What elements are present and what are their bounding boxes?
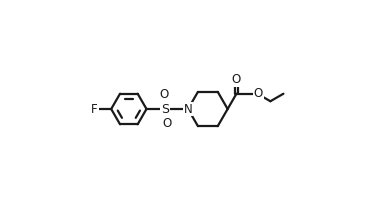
Text: O: O xyxy=(163,117,172,130)
Text: O: O xyxy=(232,73,241,86)
Text: O: O xyxy=(159,88,168,101)
Text: N: N xyxy=(184,102,192,116)
Text: O: O xyxy=(254,87,263,100)
Text: S: S xyxy=(162,102,169,116)
Text: F: F xyxy=(91,102,98,116)
